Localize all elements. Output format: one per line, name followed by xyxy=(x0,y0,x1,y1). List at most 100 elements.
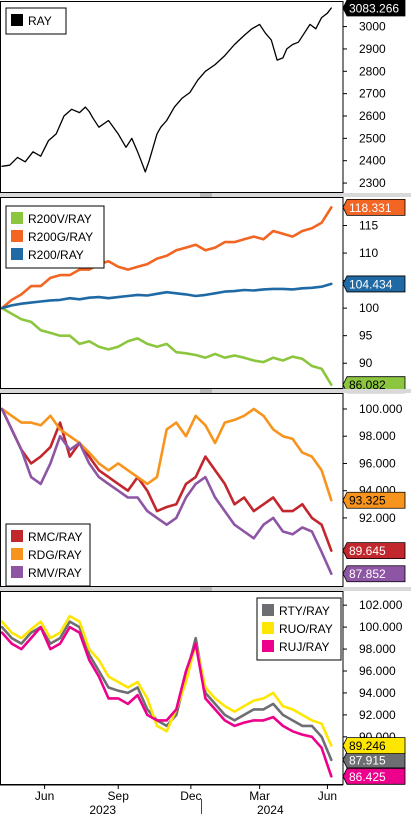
panel-frame xyxy=(0,393,344,587)
legend-label: R200/RAY xyxy=(28,248,84,262)
x-month-label: Jun xyxy=(318,789,337,803)
panel-1: 3000 2900 2800 2700 2600 2500 2400 2300 3083.266… xyxy=(0,0,406,193)
last-value-tag: 89.645 xyxy=(342,542,406,559)
x-year-label: 2023 xyxy=(89,803,116,814)
y-tick-label: 2300 xyxy=(359,176,386,190)
y-tick-label: 96.000 xyxy=(359,664,396,678)
y-tick-label: 2400 xyxy=(359,154,386,168)
y-tick-label: 92.000 xyxy=(359,708,396,722)
last-value-label: 93.325 xyxy=(349,494,386,508)
legend-swatch xyxy=(11,248,23,260)
y-tick-label: 2700 xyxy=(359,87,386,101)
y-tick-label: 102.000 xyxy=(359,598,403,612)
last-value-tag-bg xyxy=(342,275,406,293)
panel-frame xyxy=(0,1,344,193)
y-tick-label: 100.000 xyxy=(359,620,403,634)
last-value-tag: 89.246 xyxy=(342,737,406,754)
panel-divider xyxy=(0,389,411,393)
legend: RMC/RAY RDG/RAY RMV/RAY xyxy=(5,523,91,587)
x-month-label: Sep xyxy=(108,789,130,803)
last-value-tag: 104.434 xyxy=(342,275,406,293)
panel-divider xyxy=(0,587,411,591)
y-tick-label: 110 xyxy=(359,246,378,260)
legend-swatch xyxy=(11,14,23,26)
legend-label: R200V/RAY xyxy=(28,212,92,226)
panel-frame xyxy=(0,197,344,389)
x-year-label: 2024 xyxy=(257,803,284,814)
legend: RTY/RAY RUO/RAY RUJ/RAY xyxy=(256,597,342,661)
last-value-tag: 3083.266 xyxy=(342,0,406,17)
y-tick-label: 94.000 xyxy=(359,686,396,700)
y-tick-label: 115 xyxy=(359,219,378,233)
legend-label: RMV/RAY xyxy=(28,566,82,580)
series-line-r200g-ray xyxy=(0,206,333,310)
last-value-tag-bg xyxy=(342,767,406,785)
legend: R200V/RAY R200G/RAY R200/RAY xyxy=(5,205,105,269)
x-month-label: Jun xyxy=(35,789,54,803)
y-tick-label: 90 xyxy=(359,356,373,370)
y-tick-label: 92.000 xyxy=(359,511,396,525)
legend-swatch xyxy=(11,212,23,224)
last-value-label: 3083.266 xyxy=(349,2,399,16)
last-value-label: 86.082 xyxy=(349,378,386,392)
last-value-tag: 87.852 xyxy=(342,565,406,583)
last-value-label: 87.852 xyxy=(349,567,386,581)
y-tick-label: 3000 xyxy=(359,20,386,34)
y-tick-label: 2800 xyxy=(359,64,386,78)
last-value-tag: 87.915 xyxy=(342,751,406,769)
legend-swatch xyxy=(11,230,23,242)
legend-swatch xyxy=(11,548,23,560)
x-month-label: Dec xyxy=(180,789,201,803)
series-line-r200v-ray xyxy=(0,306,333,386)
legend-swatch xyxy=(262,622,274,634)
series-line-ray xyxy=(1,7,332,173)
legend-swatch xyxy=(11,566,23,578)
y-tick-label: 100.000 xyxy=(359,402,403,416)
x-month-label: Mar xyxy=(249,789,270,803)
series-line-ruj-ray xyxy=(0,625,333,778)
y-tick-label: 2600 xyxy=(359,109,386,123)
legend-swatch xyxy=(262,640,274,652)
y-tick-label: 96.000 xyxy=(359,456,396,470)
series-line-rdg-ray xyxy=(0,407,333,502)
last-value-label: 89.246 xyxy=(349,739,386,753)
last-value-tag-bg xyxy=(342,751,406,769)
last-value-label: 86.425 xyxy=(349,770,386,784)
last-value-tag-bg xyxy=(342,542,406,559)
series-line-rmc-ray xyxy=(0,407,333,552)
y-tick-label: 2900 xyxy=(359,42,386,56)
last-value-label: 89.645 xyxy=(349,544,386,558)
legend-swatch xyxy=(11,530,23,542)
y-tick-label: 2500 xyxy=(359,131,386,145)
last-value-tag: 118.331 xyxy=(342,198,406,216)
legend-label: RTY/RAY xyxy=(279,604,330,618)
last-value-label: 104.434 xyxy=(349,277,393,291)
legend-swatch xyxy=(262,604,274,616)
legend-label: R200G/RAY xyxy=(28,230,93,244)
series-line-rmv-ray xyxy=(0,407,333,575)
panel-divider xyxy=(0,193,411,197)
last-value-tag: 86.425 xyxy=(342,767,406,785)
legend-label: RMC/RAY xyxy=(28,530,82,544)
series-line-rty-ray xyxy=(0,620,333,762)
legend-label: RDG/RAY xyxy=(28,548,82,562)
legend-label: RUO/RAY xyxy=(279,622,333,636)
y-tick-label: 98.000 xyxy=(359,642,396,656)
last-value-tag: 93.325 xyxy=(342,491,406,509)
legend: RAY xyxy=(5,7,67,35)
y-tick-label: 95 xyxy=(359,329,373,343)
legend-label: RUJ/RAY xyxy=(279,640,329,654)
last-value-tag-bg xyxy=(342,198,406,216)
panel-3: 100.00098.00096.00094.00092.00089.64593.… xyxy=(0,393,406,587)
last-value-tag-bg xyxy=(342,491,406,509)
last-value-label: 87.915 xyxy=(349,753,386,767)
y-tick-label: 98.000 xyxy=(359,429,396,443)
y-tick-label: 100 xyxy=(359,301,379,315)
panel-2: 115110105100959086.082118.331104.434R200… xyxy=(0,197,406,394)
last-value-label: 118.331 xyxy=(349,201,392,215)
series-line-ruo-ray xyxy=(0,614,333,747)
series-line-r200-ray xyxy=(0,282,333,310)
panel-4: 102.000100.00098.00096.00094.00092.00090… xyxy=(0,591,406,785)
